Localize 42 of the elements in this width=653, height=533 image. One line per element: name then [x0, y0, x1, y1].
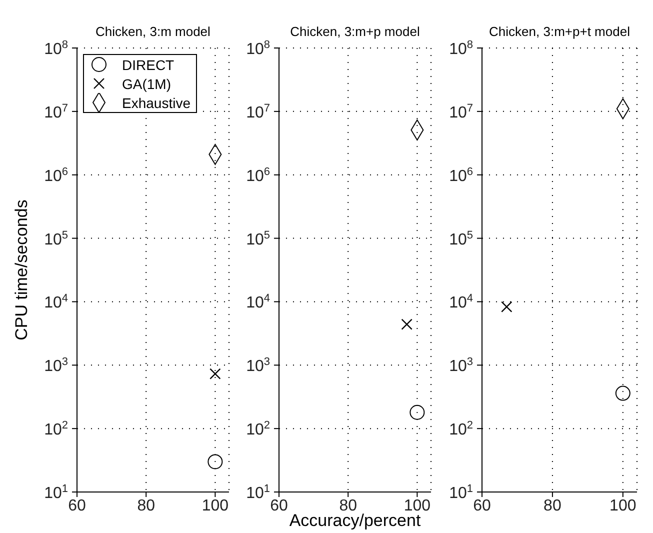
y-tick-label: 10$^{1}$: [246, 483, 270, 502]
x-tick-label: 80: [544, 497, 562, 514]
x-tick-label: 60: [473, 497, 491, 514]
y-tick-label: 10$^{4}$: [449, 292, 473, 312]
y-tick-label: 10$^{6}$: [246, 166, 270, 185]
y-tick-label: 10$^{5}$: [246, 229, 270, 248]
point: [401, 318, 412, 330]
y-tick-label: 10$^{5}$: [449, 229, 473, 248]
x-tick-label: 60: [68, 497, 86, 514]
chart-title: Chicken, 3:m+p model: [289, 24, 421, 39]
point: [410, 404, 425, 420]
y-tick-label: 10$^{1}$: [44, 483, 68, 502]
y-tick-label: 10$^{4}$: [246, 292, 270, 312]
y-tick-label: 10$^{2}$: [246, 420, 270, 439]
y-tick-label: 10$^{7}$: [44, 102, 68, 122]
x-tick-label: 100: [202, 497, 229, 514]
y-tick-label: 10$^{6}$: [449, 166, 473, 185]
point: [501, 301, 512, 312]
y-tick-label: 10$^{4}$: [44, 292, 68, 312]
y-tick-label: 10$^{2}$: [44, 420, 68, 439]
y-tick-label: 10$^{8}$: [44, 39, 68, 58]
x-tick-label: 60: [270, 497, 288, 514]
y-tick-label: 10$^{8}$: [246, 39, 270, 58]
y-tick-label: 10$^{3}$: [246, 356, 270, 376]
x-tick-label: 100: [610, 497, 636, 514]
y-tick-label: 10$^{7}$: [449, 102, 473, 122]
y-axis-title: CPU time/seconds: [12, 200, 32, 340]
y-tick-label: 10$^{5}$: [44, 229, 68, 248]
legend-label: GA(1M): [122, 76, 171, 92]
chart-title: Chicken, 3:m+p+t model: [488, 24, 631, 39]
y-tick-label: 10$^{3}$: [44, 356, 68, 376]
y-tick-label: 10$^{3}$: [449, 356, 473, 376]
y-tick-label: 10$^{8}$: [449, 39, 473, 58]
y-tick-label: 10$^{6}$: [44, 166, 68, 185]
y-tick-label: 10$^{7}$: [246, 102, 270, 122]
y-tick-label: 10$^{1}$: [449, 483, 473, 502]
legend-label: DIRECT: [122, 56, 174, 72]
y-tick-label: 10$^{2}$: [449, 420, 473, 439]
x-tick-label: 80: [137, 497, 156, 514]
point: [615, 386, 630, 401]
legend-label: Exhaustive: [122, 94, 190, 110]
chart-title: Chicken, 3:m model: [94, 24, 212, 39]
